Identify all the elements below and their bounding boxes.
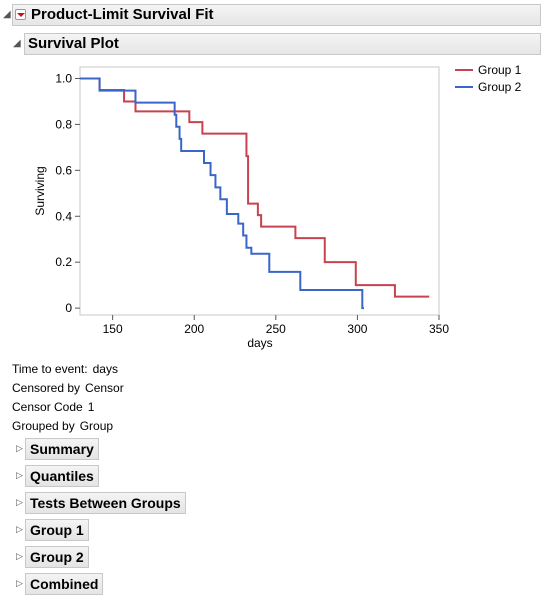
info-value: 1 [87, 400, 95, 414]
collapse-plot-icon[interactable]: ◢ [13, 38, 21, 49]
info-line: Censor Code 1 [12, 400, 94, 414]
y-axis: 0 0.2 0.4 0.6 0.8 1.0 [55, 71, 80, 315]
x-axis: 150 200 250 300 350 [103, 315, 449, 336]
red-triangle-menu-icon[interactable] [15, 9, 26, 20]
survival-curve-1 [80, 77, 430, 298]
section-title[interactable]: Group 1 [25, 519, 89, 541]
survival-curve-2 [80, 77, 364, 310]
x-axis-label: days [247, 336, 272, 350]
section-title[interactable]: Combined [25, 573, 104, 595]
y-tick-label: 1.0 [55, 71, 72, 85]
x-tick-label: 300 [347, 322, 367, 336]
y-tick-label: 0.4 [55, 209, 72, 223]
section-title[interactable]: Quantiles [25, 465, 99, 487]
y-axis-label: Surviving [33, 166, 47, 215]
info-label: Grouped by [12, 419, 75, 433]
plot-section-header[interactable] [24, 33, 541, 55]
expand-icon[interactable]: ▷ [16, 443, 23, 453]
x-tick-label: 250 [266, 322, 286, 336]
expand-icon[interactable]: ▷ [16, 551, 23, 561]
report-header[interactable] [12, 4, 541, 26]
expand-icon[interactable]: ▷ [16, 578, 23, 588]
info-label: Censor Code [12, 400, 83, 414]
y-tick-label: 0.2 [55, 255, 72, 269]
info-value: days [92, 362, 118, 376]
info-value: Group [79, 419, 114, 433]
info-label: Censored by [12, 381, 81, 395]
info-line: Censored by Censor [12, 381, 124, 395]
legend-label: Group 2 [478, 80, 522, 94]
info-value: Censor [85, 381, 124, 395]
legend: Group 1 Group 2 [455, 63, 522, 94]
legend-label: Group 1 [478, 63, 522, 77]
report-title: Product-Limit Survival Fit [31, 6, 214, 23]
section-title[interactable]: Group 2 [25, 546, 89, 568]
survival-plot: 0 0.2 0.4 0.6 0.8 1.0 150 200 250 300 350 Survivi… [33, 63, 522, 350]
info-label: Time to event: [12, 362, 88, 376]
collapse-report-icon[interactable]: ◢ [3, 9, 11, 20]
x-tick-label: 200 [184, 322, 204, 336]
y-tick-label: 0.8 [55, 117, 72, 131]
expand-icon[interactable]: ▷ [16, 497, 23, 507]
plot-frame [79, 66, 440, 316]
y-tick-label: 0 [65, 301, 72, 315]
x-tick-label: 350 [429, 322, 449, 336]
expand-icon[interactable]: ▷ [16, 524, 23, 534]
info-line: Grouped by Group [12, 419, 113, 433]
x-tick-label: 150 [103, 322, 123, 336]
info-line: Time to event: days [12, 362, 118, 376]
section-title[interactable]: Summary [25, 438, 99, 460]
y-tick-label: 0.6 [55, 163, 72, 177]
plot-section-title: Survival Plot [28, 35, 119, 52]
expand-icon[interactable]: ▷ [16, 470, 23, 480]
survival-curves [80, 77, 430, 310]
section-title[interactable]: Tests Between Groups [25, 492, 186, 514]
